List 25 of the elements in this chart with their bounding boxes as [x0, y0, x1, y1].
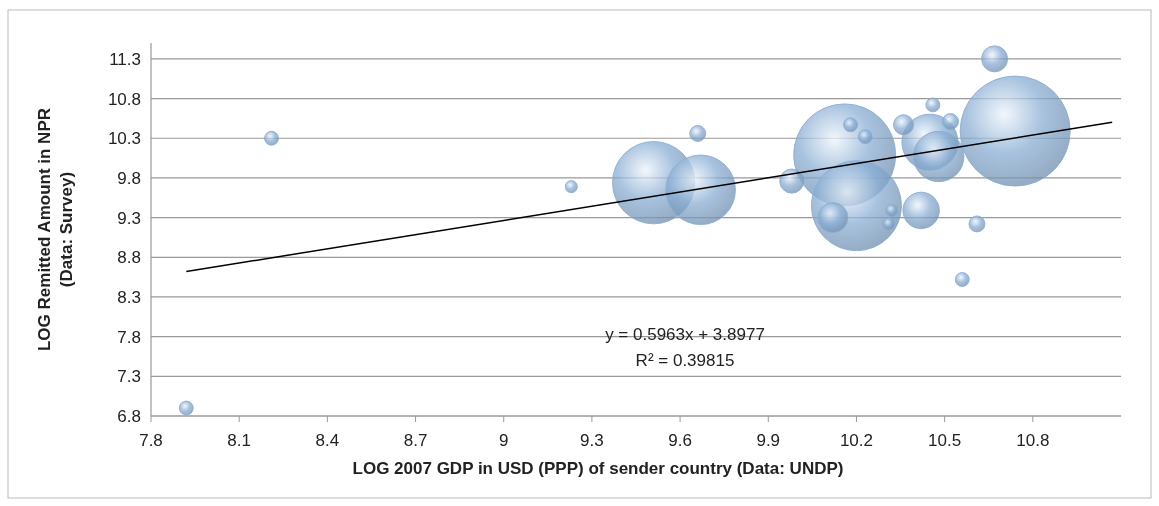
- x-tick-label: 10.5: [928, 431, 962, 450]
- y-tick-label: 11.3: [109, 49, 141, 69]
- y-tick-label: 7.3: [117, 367, 141, 387]
- y-tick-label: 9.8: [117, 168, 141, 188]
- x-tick-label: 9.9: [756, 431, 781, 450]
- x-tick-label: 9.3: [580, 431, 604, 450]
- y-tick-label: 10.3: [107, 129, 141, 149]
- x-tick-label: 9: [498, 431, 509, 450]
- x-tick-label: 7.8: [139, 431, 163, 450]
- annotation: R² = 0.39815: [635, 351, 735, 370]
- y-tick-label: 8.3: [117, 287, 141, 307]
- y-tick-label: 6.8: [117, 407, 141, 426]
- x-tick-label: 8.7: [403, 431, 428, 450]
- y-tick-label: 10.8: [107, 89, 141, 109]
- x-tick-label: 8.1: [227, 431, 251, 450]
- y-tick-label: 8.8: [117, 248, 141, 268]
- y-tick-label: 9.3: [117, 208, 141, 228]
- x-tick-label: 8.4: [315, 431, 340, 450]
- x-tick-label: 10.8: [1016, 431, 1050, 450]
- y-tick-label: 7.8: [117, 327, 141, 347]
- y-axis-title: LOG Remitted Amount in NPR (Data: Survey): [35, 107, 76, 352]
- x-tick-label: 10.2: [839, 431, 873, 450]
- x-tick-label: 9.6: [668, 431, 692, 450]
- annotation: y = 0.5963x + 3.8977: [605, 325, 765, 344]
- x-axis-title: LOG 2007 GDP in USD (PPP) of sender country (Data: UNDP): [352, 459, 844, 478]
